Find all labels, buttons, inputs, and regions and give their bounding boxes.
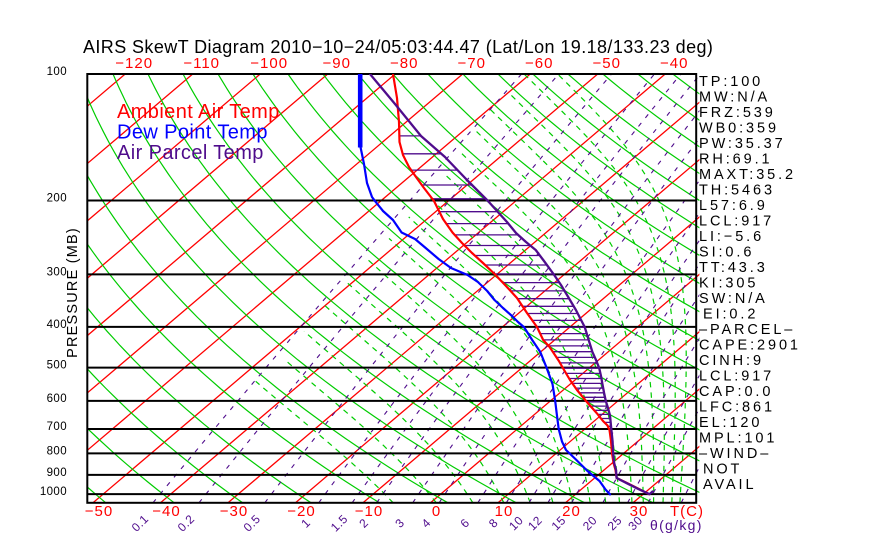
svg-text:−10: −10 xyxy=(355,503,383,520)
svg-text:FRZ:539: FRZ:539 xyxy=(699,105,776,121)
svg-text:TH:5463: TH:5463 xyxy=(699,183,775,199)
svg-text:−30: −30 xyxy=(220,503,248,520)
svg-text:−50: −50 xyxy=(85,503,113,520)
svg-text:PW:35.37: PW:35.37 xyxy=(699,136,786,152)
svg-text:MPL:101: MPL:101 xyxy=(699,431,777,447)
svg-text:0: 0 xyxy=(432,503,441,520)
svg-text:CINH:9: CINH:9 xyxy=(699,353,764,369)
svg-text:−20: −20 xyxy=(287,503,315,520)
svg-text:800: 800 xyxy=(47,445,67,457)
svg-text:SW:N/A: SW:N/A xyxy=(699,291,768,307)
svg-text:900: 900 xyxy=(47,467,67,479)
svg-text:10: 10 xyxy=(495,503,514,520)
svg-text:20: 20 xyxy=(562,503,581,520)
svg-text:−40: −40 xyxy=(660,55,688,72)
svg-text:100: 100 xyxy=(47,66,67,78)
svg-text:LCL:917: LCL:917 xyxy=(699,369,774,385)
svg-text:KI:305: KI:305 xyxy=(699,276,758,292)
svg-text:500: 500 xyxy=(47,360,67,372)
svg-text:MAXT:35.2: MAXT:35.2 xyxy=(699,167,796,183)
svg-text:NOT: NOT xyxy=(703,462,742,478)
svg-text:300: 300 xyxy=(47,266,67,278)
svg-text:LFC:861: LFC:861 xyxy=(699,400,775,416)
svg-text:TT:43.3: TT:43.3 xyxy=(699,260,768,276)
svg-text:L57:6.9: L57:6.9 xyxy=(699,198,768,214)
svg-text:−80: −80 xyxy=(390,55,418,72)
svg-text:−40: −40 xyxy=(152,503,180,520)
svg-text:WB0:359: WB0:359 xyxy=(699,121,779,137)
svg-text:−90: −90 xyxy=(322,55,350,72)
svg-text:400: 400 xyxy=(47,319,67,331)
svg-text:30: 30 xyxy=(630,503,649,520)
svg-text:−110: −110 xyxy=(183,55,220,72)
svg-text:600: 600 xyxy=(47,393,67,405)
svg-text:−120: −120 xyxy=(115,55,153,72)
svg-text:T(C): T(C) xyxy=(670,503,704,520)
svg-text:LI:−5.6: LI:−5.6 xyxy=(699,229,764,245)
svg-text:200: 200 xyxy=(47,193,67,205)
svg-text:PRESSURE (MB): PRESSURE (MB) xyxy=(65,227,81,358)
svg-text:RH:69.1: RH:69.1 xyxy=(699,152,773,168)
svg-text:SI:0.6: SI:0.6 xyxy=(699,245,754,261)
svg-text:Air Parcel Temp: Air Parcel Temp xyxy=(117,142,264,164)
svg-text:θ(g/kg): θ(g/kg) xyxy=(650,517,703,533)
svg-text:EL:120: EL:120 xyxy=(699,415,762,431)
svg-text:−100: −100 xyxy=(250,55,288,72)
svg-text:700: 700 xyxy=(47,421,67,433)
svg-text:EI:0.2: EI:0.2 xyxy=(703,307,758,323)
svg-text:MW:N/A: MW:N/A xyxy=(699,90,770,106)
svg-text:−60: −60 xyxy=(525,55,553,72)
svg-text:AIRS SkewT Diagram 2010−10−24/: AIRS SkewT Diagram 2010−10−24/05:03:44.4… xyxy=(83,37,713,57)
svg-text:−70: −70 xyxy=(457,55,485,72)
svg-text:1000: 1000 xyxy=(40,486,67,498)
svg-text:CAPE:2901: CAPE:2901 xyxy=(699,338,801,354)
svg-text:LCL:917: LCL:917 xyxy=(699,214,774,230)
svg-text:CAP:0.0: CAP:0.0 xyxy=(699,384,773,400)
svg-text:Dew Point Temp: Dew Point Temp xyxy=(117,122,268,144)
svg-text:Ambient Air Temp: Ambient Air Temp xyxy=(117,101,280,123)
svg-text:AVAIL: AVAIL xyxy=(703,477,756,493)
svg-text:–WIND–: –WIND– xyxy=(699,446,771,462)
svg-text:TP:100: TP:100 xyxy=(699,74,763,90)
svg-text:−50: −50 xyxy=(592,55,620,72)
svg-text:–PARCEL–: –PARCEL– xyxy=(699,322,795,338)
